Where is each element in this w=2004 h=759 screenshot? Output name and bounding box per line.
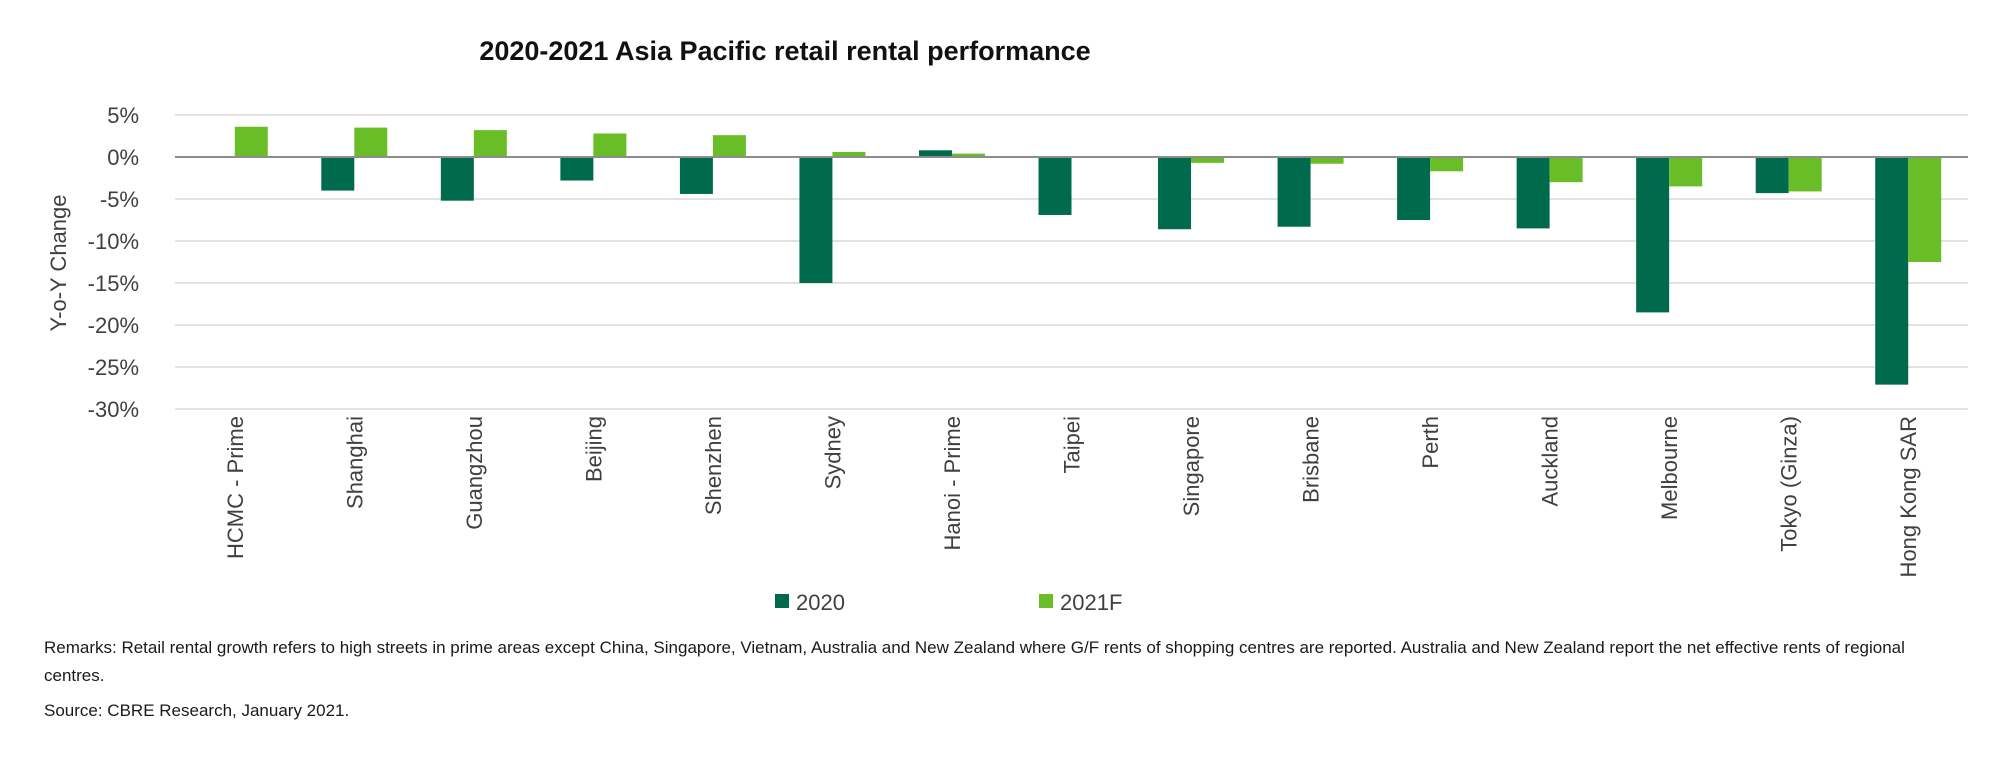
bar-2021f-1 — [354, 127, 388, 157]
x-category-label: Beijing — [581, 416, 606, 482]
x-category-label: Tokyo (Ginza) — [1777, 416, 1802, 552]
y-tick-label: 0% — [107, 145, 139, 170]
x-category-label: Guangzhou — [462, 416, 487, 530]
y-tick-label: -20% — [88, 313, 139, 338]
bar-2021f-12 — [1669, 157, 1703, 187]
legend-label-2021f: 2021F — [1060, 590, 1122, 615]
bar-2021f-9 — [1310, 157, 1344, 164]
bar-2020-9 — [1277, 157, 1311, 227]
bar-2020-2 — [440, 157, 474, 201]
remarks-note: Remarks: Retail rental growth refers to … — [44, 638, 1905, 685]
bar-2021f-10 — [1430, 157, 1464, 172]
x-category-label: Hanoi - Prime — [940, 416, 965, 550]
bar-2021f-5 — [832, 151, 866, 157]
x-category-label: HCMC - Prime — [223, 416, 248, 559]
bar-2020-1 — [321, 157, 355, 191]
bar-2020-4 — [679, 157, 713, 194]
y-tick-label: -25% — [88, 355, 139, 380]
y-tick-label: -5% — [100, 187, 139, 212]
bar-2021f-14 — [1908, 157, 1942, 262]
y-tick-label: -30% — [88, 397, 139, 422]
bar-2021f-3 — [593, 133, 627, 157]
x-category-label: Sydney — [820, 416, 845, 489]
x-category-label: Shanghai — [342, 416, 367, 509]
legend-swatch-2021f — [1039, 594, 1053, 608]
bar-2021f-8 — [1191, 157, 1225, 163]
bar-2021f-13 — [1788, 157, 1822, 192]
x-category-label: Perth — [1418, 416, 1443, 469]
bar-2021f-0 — [234, 126, 268, 157]
bar-2021f-2 — [473, 130, 507, 157]
bar-2020-8 — [1158, 157, 1192, 230]
bars — [234, 126, 1942, 385]
y-tick-label: 5% — [107, 103, 139, 128]
bar-2020-14 — [1875, 157, 1909, 385]
legend-label-2020: 2020 — [796, 590, 845, 615]
y-axis-ticks: 5% 0% -5% -10% -15% -20% -25% -30% — [88, 103, 139, 422]
x-category-label: Shenzhen — [701, 416, 726, 515]
x-category-label: Auckland — [1538, 416, 1563, 507]
x-category-label: Singapore — [1179, 416, 1204, 516]
bar-chart: 5% 0% -5% -10% -15% -20% -25% -30% HCMC - Prime… — [46, 103, 1968, 615]
bar-2020-3 — [560, 157, 594, 181]
x-category-label: Brisbane — [1299, 416, 1324, 503]
x-category-label: Taipei — [1060, 416, 1085, 473]
bar-2020-5 — [799, 157, 833, 283]
bar-2020-11 — [1516, 157, 1550, 229]
bar-2021f-11 — [1549, 157, 1583, 183]
x-axis-category-labels: HCMC - Prime Shanghai Guangzhou Beijing Shen… — [223, 416, 1921, 577]
y-tick-label: -15% — [88, 271, 139, 296]
bar-2020-12 — [1636, 157, 1670, 313]
chart-title: 2020-2021 Asia Pacific retail rental per… — [479, 36, 1091, 66]
x-category-label: Hong Kong SAR — [1896, 416, 1921, 577]
bar-2020-6 — [918, 150, 952, 157]
bar-2020-13 — [1755, 157, 1789, 194]
legend: 2020 2021F — [775, 590, 1122, 615]
legend-swatch-2020 — [775, 594, 789, 608]
bar-2020-10 — [1397, 157, 1431, 220]
y-axis-title: Y-o-Y Change — [46, 195, 71, 332]
bar-2021f-6 — [951, 153, 985, 157]
bar-2021f-4 — [712, 135, 746, 157]
source-note: Source: CBRE Research, January 2021. — [44, 701, 350, 720]
bar-2020-7 — [1038, 157, 1072, 215]
y-tick-label: -10% — [88, 229, 139, 254]
x-category-label: Melbourne — [1657, 416, 1682, 520]
